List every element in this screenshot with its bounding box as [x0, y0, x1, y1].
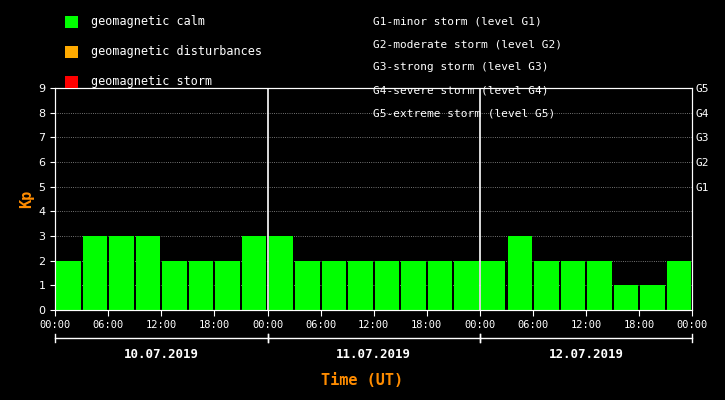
Bar	[83, 236, 107, 310]
Bar	[322, 261, 346, 310]
Bar	[295, 261, 320, 310]
Bar	[560, 261, 585, 310]
Text: 12.07.2019: 12.07.2019	[549, 348, 624, 360]
Text: G4-severe storm (level G4): G4-severe storm (level G4)	[373, 86, 549, 96]
Y-axis label: Kp: Kp	[19, 190, 34, 208]
Text: Time (UT): Time (UT)	[321, 373, 404, 388]
Bar	[242, 236, 267, 310]
Bar	[375, 261, 399, 310]
Bar	[162, 261, 187, 310]
Bar	[587, 261, 612, 310]
Bar	[534, 261, 558, 310]
Text: G3-strong storm (level G3): G3-strong storm (level G3)	[373, 62, 549, 72]
Text: G1-minor storm (level G1): G1-minor storm (level G1)	[373, 16, 542, 26]
Bar	[507, 236, 532, 310]
Bar	[189, 261, 213, 310]
Bar	[268, 236, 293, 310]
Text: G5-extreme storm (level G5): G5-extreme storm (level G5)	[373, 109, 555, 119]
Text: geomagnetic storm: geomagnetic storm	[91, 76, 212, 88]
Bar	[348, 261, 373, 310]
Text: geomagnetic disturbances: geomagnetic disturbances	[91, 46, 262, 58]
Bar	[56, 261, 80, 310]
Bar	[481, 261, 505, 310]
Bar	[455, 261, 479, 310]
Bar	[109, 236, 133, 310]
Text: G2-moderate storm (level G2): G2-moderate storm (level G2)	[373, 39, 563, 49]
Bar	[428, 261, 452, 310]
Text: 11.07.2019: 11.07.2019	[336, 348, 411, 360]
Bar	[402, 261, 426, 310]
Bar	[667, 261, 692, 310]
Bar	[614, 285, 638, 310]
Text: 10.07.2019: 10.07.2019	[124, 348, 199, 360]
Text: geomagnetic calm: geomagnetic calm	[91, 16, 204, 28]
Bar	[215, 261, 240, 310]
Bar	[136, 236, 160, 310]
Bar	[640, 285, 665, 310]
